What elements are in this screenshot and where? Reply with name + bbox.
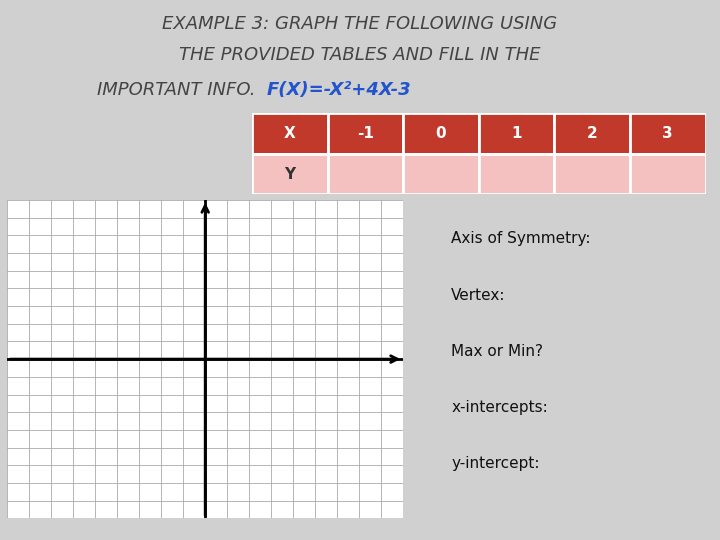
Bar xyxy=(252,154,328,194)
Bar xyxy=(479,113,554,154)
Text: X: X xyxy=(284,126,296,141)
Text: Y: Y xyxy=(284,167,295,181)
Text: 1: 1 xyxy=(511,126,522,141)
Text: IMPORTANT INFO.: IMPORTANT INFO. xyxy=(97,80,267,98)
Text: EXAMPLE 3: GRAPH THE FOLLOWING USING: EXAMPLE 3: GRAPH THE FOLLOWING USING xyxy=(163,15,557,33)
Text: 3: 3 xyxy=(662,126,673,141)
Bar xyxy=(554,154,630,194)
Text: Axis of Symmetry:: Axis of Symmetry: xyxy=(451,232,590,246)
Text: F(X)=-X²+4X-3: F(X)=-X²+4X-3 xyxy=(267,80,412,98)
Bar xyxy=(630,154,706,194)
Bar xyxy=(554,113,630,154)
Bar xyxy=(252,113,328,154)
Text: Max or Min?: Max or Min? xyxy=(451,344,543,359)
Bar xyxy=(479,154,554,194)
Text: x-intercepts:: x-intercepts: xyxy=(451,400,548,415)
Bar xyxy=(630,113,706,154)
Bar xyxy=(328,154,403,194)
Text: 2: 2 xyxy=(587,126,598,141)
Text: THE PROVIDED TABLES AND FILL IN THE: THE PROVIDED TABLES AND FILL IN THE xyxy=(179,46,541,64)
Text: Vertex:: Vertex: xyxy=(451,288,505,302)
Bar xyxy=(328,113,403,154)
Bar xyxy=(403,154,479,194)
Text: y-intercept:: y-intercept: xyxy=(451,456,540,471)
Text: -1: -1 xyxy=(357,126,374,141)
Bar xyxy=(403,113,479,154)
Text: 0: 0 xyxy=(436,126,446,141)
